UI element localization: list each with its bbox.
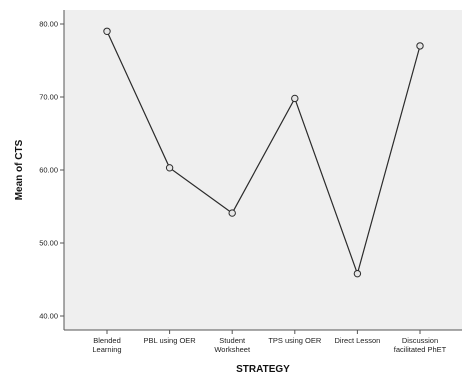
y-axis: 40.00 50.00 60.00 70.00 80.00 [39, 10, 65, 330]
y-tick-label: 70.00 [39, 93, 58, 102]
y-tick-label: 80.00 [39, 20, 58, 29]
y-tick-label: 40.00 [39, 312, 58, 321]
series-layer [103, 27, 424, 278]
data-point [416, 42, 424, 50]
x-tick-label: Discussion facilitated PhET [394, 336, 447, 354]
x-tick-label: TPS using OER [268, 336, 322, 345]
y-tick-label: 50.00 [39, 239, 58, 248]
data-point [353, 269, 362, 278]
x-tick-label: Direct Lesson [334, 336, 380, 345]
data-point [228, 209, 236, 217]
y-tick-label: 60.00 [39, 166, 58, 175]
data-point [165, 164, 174, 172]
series-line [106, 31, 421, 276]
x-axis-title: STRATEGY [236, 364, 290, 375]
data-point [291, 94, 299, 103]
x-axis: Blended Learning PBL using OER Student Works… [64, 329, 462, 354]
data-point [103, 27, 111, 35]
y-axis-title: Mean of CTS [14, 139, 25, 200]
x-tick-label: PBL using OER [143, 336, 196, 345]
plot-area [64, 10, 462, 330]
x-tick-label: Blended Learning [92, 336, 121, 354]
x-tick-label: Student Worksheet [214, 336, 251, 354]
